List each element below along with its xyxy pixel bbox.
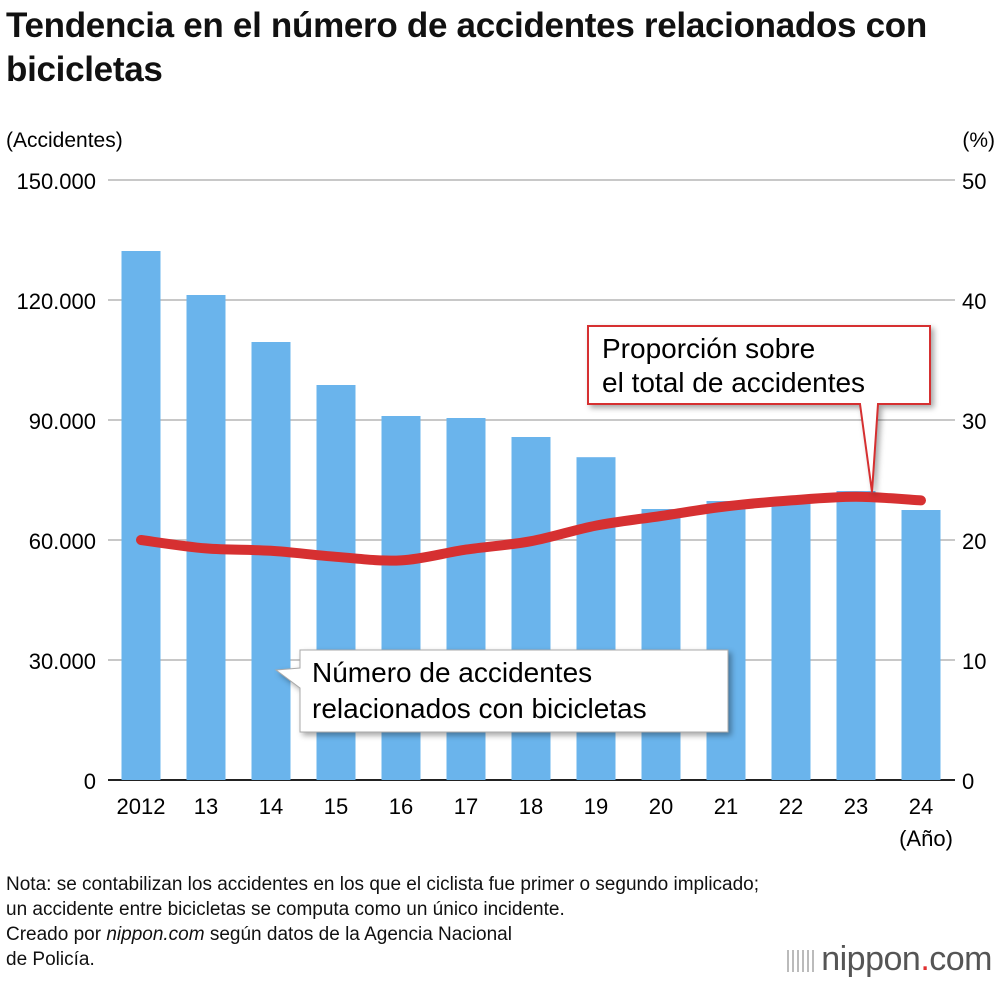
note-line: un accidente entre bicicletas se computa… — [6, 899, 565, 920]
proportion-line — [136, 491, 926, 566]
note-line: Nota: se contabilizan los accidentes en … — [6, 874, 760, 895]
x-tick: 24 — [909, 794, 933, 819]
x-tick: 18 — [519, 794, 543, 819]
bar — [251, 342, 291, 780]
x-tick: 2012 — [117, 794, 166, 819]
bar — [706, 501, 746, 780]
note-line: Creado por nippon.com según datos de la … — [6, 924, 512, 945]
bar — [641, 509, 681, 780]
line-callout-text: Proporción sobre — [602, 333, 815, 364]
note: Nota: se contabilizan los accidentes en … — [6, 872, 759, 972]
bar — [121, 251, 161, 780]
y-left-tick: 0 — [84, 769, 96, 794]
note-line: de Policía. — [6, 949, 95, 970]
x-tick: 21 — [714, 794, 738, 819]
x-tick: 14 — [259, 794, 283, 819]
y-left-label: (Accidentes) — [6, 129, 123, 152]
x-tick: 22 — [779, 794, 803, 819]
nippon-logo: nippon.com — [787, 940, 992, 979]
y-right-tick: 10 — [962, 649, 986, 674]
chart-title: Tendencia en el número de accidentes rel… — [6, 6, 927, 89]
bar — [836, 491, 876, 780]
x-tick: 17 — [454, 794, 478, 819]
bar-callout-box — [274, 649, 729, 733]
y-right-tick: 20 — [962, 529, 986, 554]
x-tick: 16 — [389, 794, 413, 819]
y-right-tick: 0 — [962, 769, 974, 794]
x-tick: 13 — [194, 794, 218, 819]
line-callout-box — [587, 325, 931, 493]
bar — [186, 295, 226, 780]
y-left-tick: 60.000 — [29, 529, 96, 554]
bar — [771, 498, 811, 780]
bar — [901, 510, 941, 780]
y-left-tick: 30.000 — [29, 649, 96, 674]
bar-callout-text: relacionados con bicicletas — [312, 693, 647, 724]
y-left-tick: 150.000 — [16, 169, 96, 194]
y-right-label: (%) — [962, 129, 995, 152]
y-right-tick: 40 — [962, 289, 986, 314]
x-unit-label: (Año) — [899, 826, 953, 851]
y-left-tick: 120.000 — [16, 289, 96, 314]
y-right-tick: 30 — [962, 409, 986, 434]
x-tick: 19 — [584, 794, 608, 819]
y-right-tick: 50 — [962, 169, 986, 194]
bar-callout-text: Número de accidentes — [312, 657, 592, 688]
y-left-tick: 90.000 — [29, 409, 96, 434]
x-tick: 20 — [649, 794, 673, 819]
x-tick: 23 — [844, 794, 868, 819]
x-tick: 15 — [324, 794, 348, 819]
chart-svg: (Accidentes) (%) 0 30.000 60.000 90.000 120.00… — [6, 129, 995, 851]
line-callout-text: el total de accidentes — [602, 367, 865, 398]
